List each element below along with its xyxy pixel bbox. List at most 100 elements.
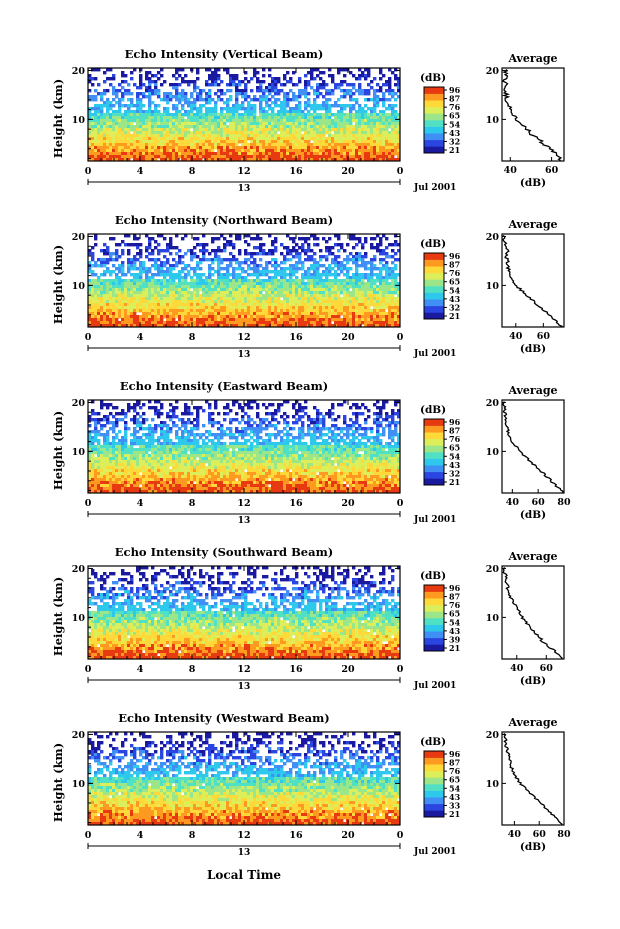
heatmap-cell — [211, 131, 215, 135]
heatmap-cell — [172, 143, 176, 147]
heatmap-cell — [220, 279, 224, 283]
heatmap-cell — [127, 297, 131, 301]
heatmap-cell — [319, 279, 323, 283]
heatmap-cell — [139, 279, 143, 283]
heatmap-cell — [115, 149, 119, 153]
heatmap-cell — [331, 288, 335, 292]
heatmap-cell — [295, 128, 299, 132]
heatmap-cell — [94, 237, 98, 241]
heatmap-cell — [382, 83, 386, 87]
x-tick-label: 8 — [189, 332, 196, 343]
heatmap-cell — [271, 77, 275, 81]
heatmap-cell — [370, 297, 374, 301]
heatmap-cell — [139, 113, 143, 117]
heatmap-cell — [280, 252, 284, 256]
heatmap-cell — [181, 309, 185, 313]
heatmap-cell — [232, 303, 236, 307]
heatmap-cell — [211, 303, 215, 307]
heatmap-cell — [139, 128, 143, 132]
heatmap-cell — [376, 140, 380, 144]
heatmap-cell — [274, 276, 278, 280]
heatmap-cell — [313, 279, 317, 283]
heatmap-cell — [256, 134, 260, 138]
heatmap-cell — [223, 297, 227, 301]
heatmap-cell — [298, 107, 302, 111]
heatmap-cell — [217, 74, 221, 78]
heatmap-cell — [298, 152, 302, 156]
heatmap-cell — [220, 318, 224, 322]
heatmap-cell — [325, 113, 329, 117]
heatmap-cell — [289, 264, 293, 268]
heatmap-cell — [217, 246, 221, 250]
heatmap-cell — [103, 252, 107, 256]
heatmap-cell — [394, 276, 398, 280]
heatmap-cell — [274, 80, 278, 84]
heatmap-cell — [226, 107, 230, 111]
heatmap-cell — [109, 321, 113, 325]
heatmap-cell — [196, 297, 200, 301]
heatmap-cell — [127, 288, 131, 292]
heatmap-cell — [394, 83, 398, 87]
heatmap-cell — [391, 149, 395, 153]
heatmap-cell — [328, 282, 332, 286]
heatmap-cell — [232, 321, 236, 325]
heatmap-cell — [280, 267, 284, 271]
heatmap-cell — [166, 158, 170, 162]
heatmap-cell — [394, 267, 398, 271]
heatmap-cell — [340, 137, 344, 141]
heatmap-cell — [190, 258, 194, 262]
heatmap-cell — [199, 315, 203, 319]
heatmap-cell — [97, 294, 101, 298]
heatmap-cell — [295, 131, 299, 135]
heatmap-cell — [250, 285, 254, 289]
heatmap-cell — [91, 83, 95, 87]
heatmap-cell — [88, 146, 92, 150]
heatmap-cell — [259, 83, 263, 87]
heatmap-cell — [241, 113, 245, 117]
heatmap-cell — [265, 149, 269, 153]
heatmap-cell — [280, 104, 284, 108]
heatmap-cell — [304, 282, 308, 286]
heatmap-cell — [304, 321, 308, 325]
heatmap-cell — [190, 146, 194, 150]
heatmap-cell — [220, 249, 224, 253]
heatmap-cell — [328, 152, 332, 156]
heatmap-cell — [175, 264, 179, 268]
heatmap-cell — [184, 143, 188, 147]
heatmap-cell — [286, 288, 290, 292]
heatmap-cell — [337, 261, 341, 265]
heatmap-cell — [376, 297, 380, 301]
heatmap-cell — [343, 303, 347, 307]
heatmap-cell — [166, 294, 170, 298]
heatmap-cell — [358, 237, 362, 241]
heatmap-cell — [193, 321, 197, 325]
heatmap-cell — [256, 288, 260, 292]
heatmap-cell — [118, 288, 122, 292]
heatmap-cell — [340, 104, 344, 108]
heatmap-cell — [112, 294, 116, 298]
heatmap-cell — [328, 288, 332, 292]
heatmap-cell — [334, 234, 338, 238]
heatmap-cell — [241, 143, 245, 147]
heatmap-cell — [217, 294, 221, 298]
heatmap-cell — [379, 297, 383, 301]
heatmap-cell — [382, 297, 386, 301]
heatmap-cell — [343, 294, 347, 298]
heatmap-cell — [349, 303, 353, 307]
heatmap-cell — [265, 285, 269, 289]
heatmap-cell — [364, 267, 368, 271]
heatmap-cell — [118, 83, 122, 87]
heatmap-cell — [226, 143, 230, 147]
heatmap-cell — [277, 294, 281, 298]
heatmap-cell — [361, 116, 365, 120]
heatmap-cell — [367, 113, 371, 117]
heatmap-cell — [193, 128, 197, 132]
heatmap-cell — [298, 80, 302, 84]
heatmap-cell — [280, 288, 284, 292]
heatmap-cell — [130, 285, 134, 289]
heatmap-cell — [355, 312, 359, 316]
x-tick-label: 20 — [341, 166, 355, 177]
heatmap-cell — [313, 137, 317, 141]
heatmap-cell — [136, 134, 140, 138]
heatmap-cell — [148, 95, 152, 99]
